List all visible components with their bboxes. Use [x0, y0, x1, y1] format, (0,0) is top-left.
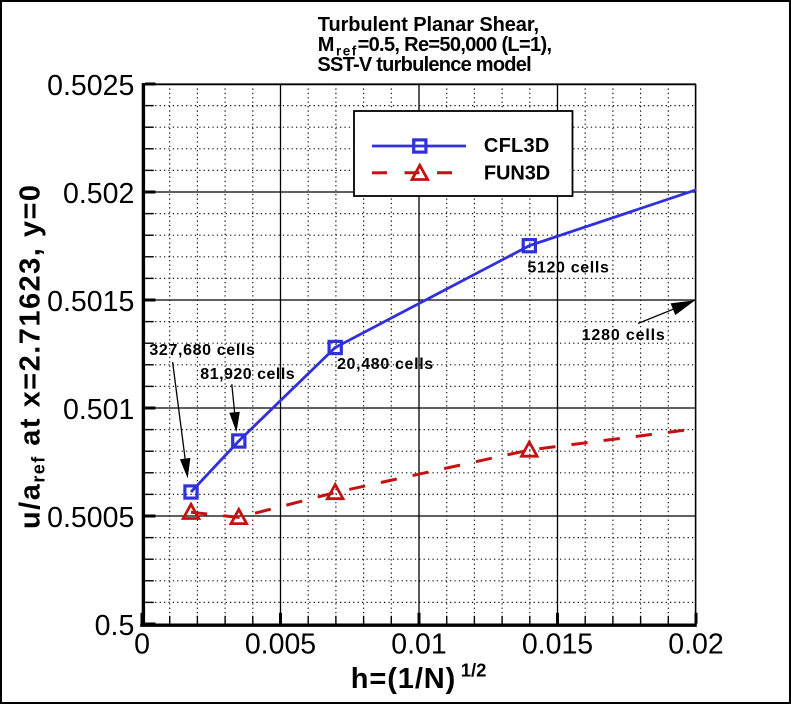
svg-text:ref: ref — [336, 44, 357, 59]
svg-text:0: 0 — [134, 628, 150, 660]
svg-text:0.02: 0.02 — [668, 628, 723, 660]
svg-text:0.5005: 0.5005 — [47, 502, 134, 534]
svg-text:0.5: 0.5 — [95, 610, 135, 642]
svg-text:0.015: 0.015 — [522, 628, 593, 660]
svg-text:5120 cells: 5120 cells — [527, 259, 609, 276]
svg-text:327,680 cells: 327,680 cells — [149, 342, 255, 359]
svg-text:u/aref at x=2.71623, y=0: u/aref at x=2.71623, y=0 — [15, 185, 49, 529]
svg-text:CFL3D: CFL3D — [484, 135, 549, 157]
svg-text:SST-V turbulence model: SST-V turbulence model — [317, 54, 531, 76]
svg-text:81,920 cells: 81,920 cells — [200, 366, 294, 383]
svg-text:h=(1/N): h=(1/N) — [351, 663, 456, 695]
svg-text:1/2: 1/2 — [461, 660, 487, 681]
svg-text:0.5015: 0.5015 — [47, 286, 134, 318]
svg-text:0.502: 0.502 — [63, 178, 134, 210]
svg-text:M: M — [318, 34, 335, 56]
svg-text:=0.5, Re=50,000 (L=1),: =0.5, Re=50,000 (L=1), — [358, 34, 552, 56]
svg-text:FUN3D: FUN3D — [484, 163, 550, 185]
svg-text:Turbulent Planar Shear,: Turbulent Planar Shear, — [318, 14, 539, 36]
svg-text:0.5025: 0.5025 — [47, 70, 134, 102]
svg-text:0.01: 0.01 — [391, 628, 446, 660]
svg-text:1280 cells: 1280 cells — [582, 327, 665, 344]
svg-text:20,480 cells: 20,480 cells — [337, 356, 433, 373]
svg-text:0.005: 0.005 — [245, 628, 316, 660]
svg-text:0.501: 0.501 — [63, 394, 134, 426]
